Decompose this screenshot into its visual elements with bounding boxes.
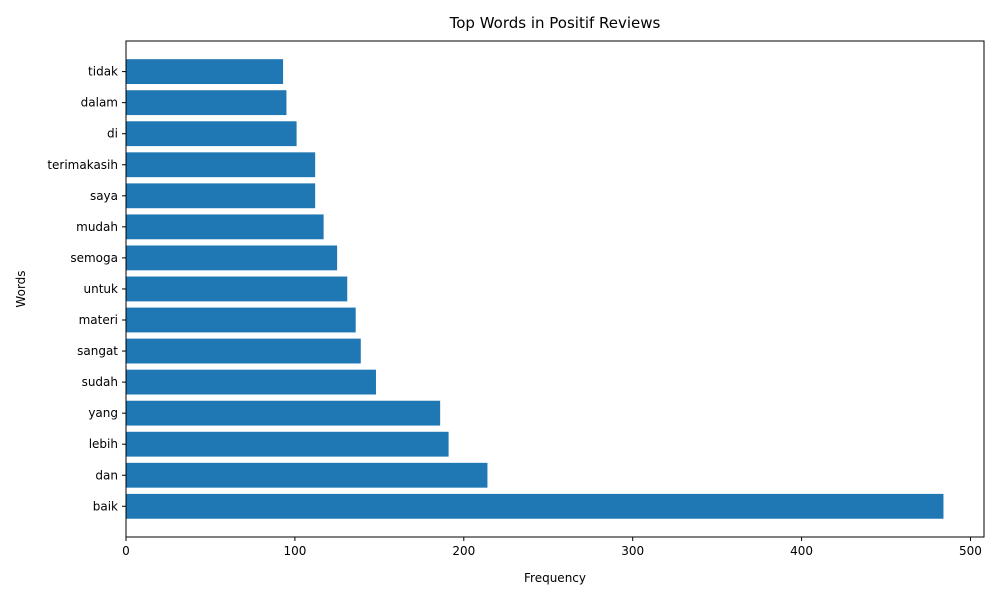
x-tick-label-400: 400	[790, 544, 813, 558]
x-tick-label-200: 200	[452, 544, 475, 558]
bar-mudah	[126, 214, 324, 240]
y-tick-label-baik: baik	[93, 499, 118, 513]
x-tick-label-100: 100	[283, 544, 306, 558]
bar-tidak	[126, 59, 284, 85]
y-tick-label-lebih: lebih	[89, 437, 118, 451]
chart-title: Top Words in Positif Reviews	[449, 14, 661, 32]
y-tick-label-sangat: sangat	[77, 344, 118, 358]
bar-dan	[126, 462, 488, 488]
bar-semoga	[126, 245, 338, 271]
y-axis-label: Words	[14, 270, 28, 307]
y-tick-label-yang: yang	[88, 406, 118, 420]
bar-terimakasih	[126, 152, 316, 178]
bar-untuk	[126, 276, 348, 302]
y-tick-label-di: di	[107, 127, 118, 141]
bar-lebih	[126, 431, 449, 457]
bar-materi	[126, 307, 356, 333]
bar-dalam	[126, 90, 287, 116]
y-tick-label-semoga: semoga	[70, 251, 118, 265]
bar-sangat	[126, 338, 361, 364]
bar-sudah	[126, 369, 376, 395]
x-tick-label-500: 500	[959, 544, 982, 558]
bar-saya	[126, 183, 316, 209]
y-tick-label-materi: materi	[79, 313, 118, 327]
x-axis-label: Frequency	[524, 571, 586, 585]
x-tick-label-300: 300	[621, 544, 644, 558]
y-tick-label-mudah: mudah	[76, 220, 118, 234]
bar-yang	[126, 400, 441, 426]
y-tick-label-dalam: dalam	[81, 96, 118, 110]
bar-baik	[126, 493, 944, 519]
y-tick-label-tidak: tidak	[88, 65, 118, 79]
y-tick-label-untuk: untuk	[84, 282, 119, 296]
y-tick-label-sudah: sudah	[82, 375, 118, 389]
y-tick-label-saya: saya	[90, 189, 118, 203]
x-axis: 0 100 200 300 400 500	[122, 537, 982, 558]
bars-group	[126, 59, 944, 519]
y-tick-label-dan: dan	[95, 468, 118, 482]
y-axis: baik dan lebih yang sudah sangat materi untuk se…	[47, 65, 126, 513]
y-tick-label-terimakasih: terimakasih	[47, 158, 118, 172]
x-tick-label-0: 0	[122, 544, 130, 558]
bar-di	[126, 121, 297, 147]
